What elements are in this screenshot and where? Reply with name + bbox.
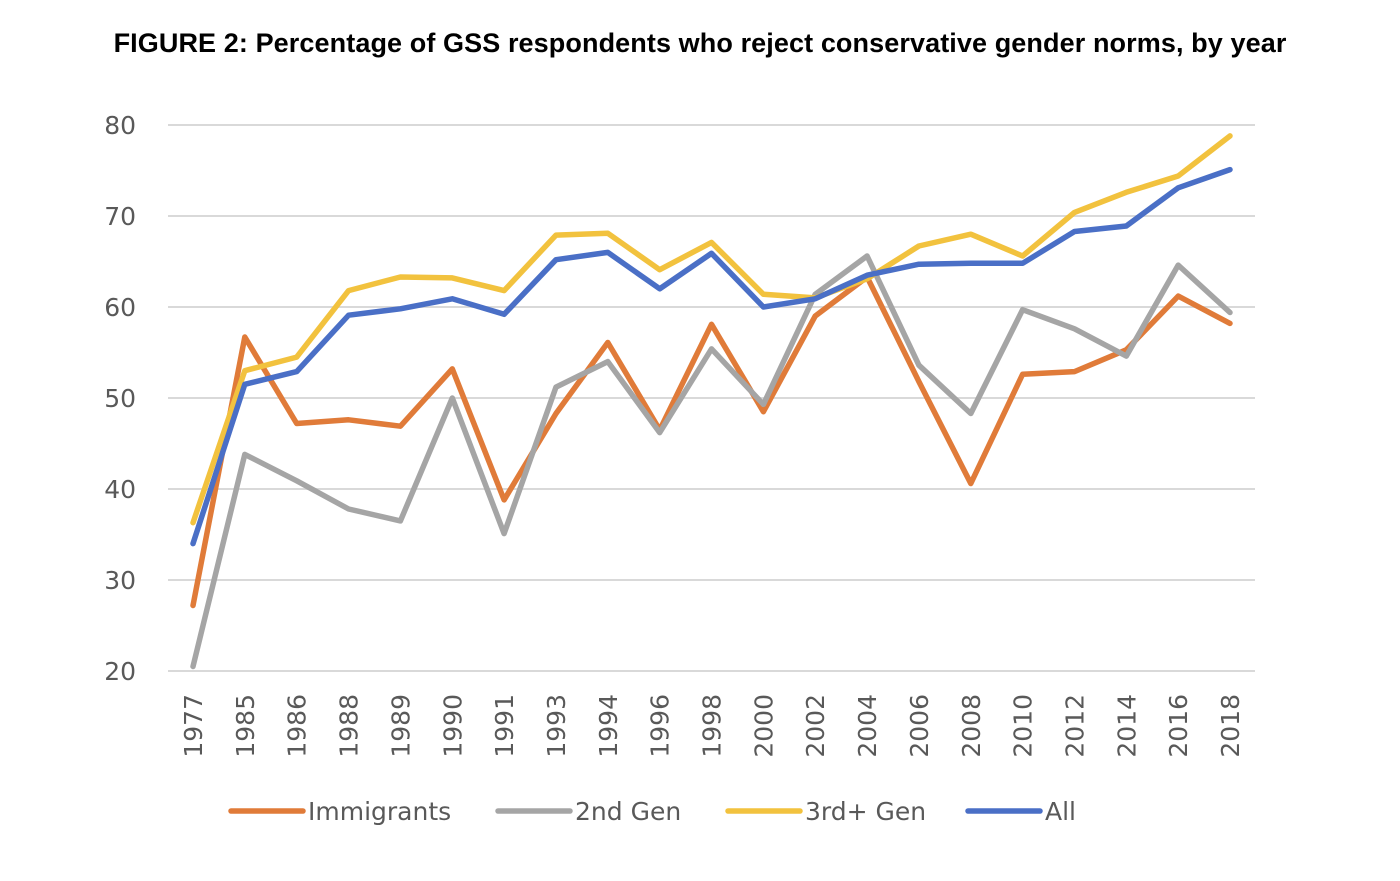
x-tick-label: 1977	[179, 694, 208, 758]
y-tick-label: 20	[104, 657, 136, 686]
y-tick-label: 80	[104, 111, 136, 140]
x-tick-label: 2008	[957, 694, 986, 758]
y-tick-label: 30	[104, 566, 136, 595]
legend-label: 2nd Gen	[575, 797, 681, 826]
series-line-3rd-gen	[190, 133, 1233, 526]
x-tick-label: 2018	[1216, 694, 1245, 758]
x-tick-label: 1985	[231, 694, 260, 758]
x-tick-label: 2016	[1164, 694, 1193, 758]
x-tick-label: 2010	[1009, 694, 1038, 758]
x-tick-label: 2004	[853, 694, 882, 758]
series-line-all	[190, 166, 1233, 547]
y-tick-label: 60	[104, 293, 136, 322]
legend: Immigrants 2nd Gen 3rd+ Gen All	[228, 797, 1076, 826]
y-tick-label: 40	[104, 475, 136, 504]
series-line-2nd-gen	[190, 253, 1233, 670]
y-tick-label: 50	[104, 384, 136, 413]
x-axis-ticks: 1977 1985 1986 1988 1989 1990 1991 1993 1994 1996…	[179, 694, 1245, 758]
x-tick-label: 2012	[1060, 694, 1089, 758]
y-tick-label: 70	[104, 202, 136, 231]
legend-label: 3rd+ Gen	[805, 797, 926, 826]
x-tick-label: 2006	[905, 694, 934, 758]
y-axis-ticks: 20 30 40 50 60 70 80	[104, 111, 136, 686]
x-tick-label: 2002	[801, 694, 830, 758]
legend-label: All	[1045, 797, 1076, 826]
series-line-immigrants	[190, 274, 1233, 609]
series-lines	[190, 133, 1233, 670]
x-tick-label: 2014	[1112, 694, 1141, 758]
x-tick-label: 2000	[749, 694, 778, 758]
x-tick-label: 1989	[386, 694, 415, 758]
x-tick-label: 1994	[594, 694, 623, 758]
x-tick-label: 1991	[490, 694, 519, 758]
chart-title: FIGURE 2: Percentage of GSS respondents …	[113, 28, 1287, 58]
x-tick-label: 1996	[646, 694, 675, 758]
legend-label: Immigrants	[308, 797, 451, 826]
x-tick-label: 1993	[542, 694, 571, 758]
x-tick-label: 1988	[335, 694, 364, 758]
x-tick-label: 1998	[698, 694, 727, 758]
x-tick-label: 1986	[283, 694, 312, 758]
x-tick-label: 1990	[438, 694, 467, 758]
